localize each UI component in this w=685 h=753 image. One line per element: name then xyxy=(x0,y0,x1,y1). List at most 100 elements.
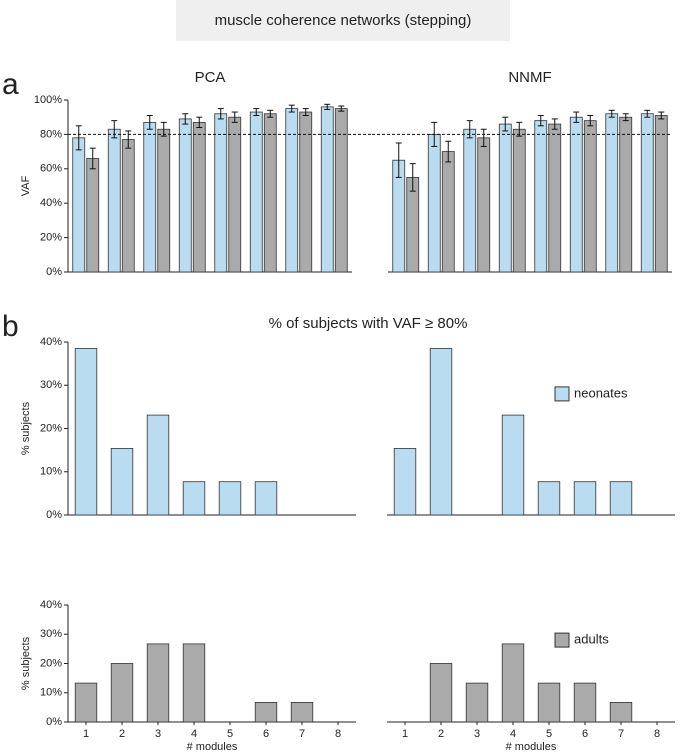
bar xyxy=(654,115,668,273)
y-tick-label: 40% xyxy=(40,336,62,348)
header: muscle coherence networks (stepping) xyxy=(215,12,472,29)
bar xyxy=(182,481,206,516)
bar xyxy=(143,121,157,273)
bar xyxy=(107,128,121,273)
bar xyxy=(441,151,455,273)
x-tick-label: 5 xyxy=(546,728,552,740)
bar xyxy=(146,643,170,723)
x-tick-label: 4 xyxy=(510,728,516,740)
bar xyxy=(110,447,134,516)
bar xyxy=(72,137,86,273)
bar xyxy=(501,643,525,723)
x-tick-label: 6 xyxy=(263,728,269,740)
bar xyxy=(74,682,98,723)
bar xyxy=(477,137,491,273)
bar xyxy=(121,139,135,273)
bar xyxy=(605,113,619,273)
bar xyxy=(573,682,597,723)
x-tick-label: 1 xyxy=(402,728,408,740)
legend-swatch xyxy=(554,632,570,648)
bar xyxy=(501,414,525,516)
bar xyxy=(609,702,633,723)
bar xyxy=(86,158,100,273)
bar xyxy=(429,348,453,516)
bar xyxy=(254,702,278,723)
bar xyxy=(110,663,134,723)
x-tick-label: 1 xyxy=(83,728,89,740)
bar xyxy=(393,447,417,516)
x-tick-label: 3 xyxy=(155,728,161,740)
y-tick-label: 10% xyxy=(40,687,62,699)
header-box xyxy=(176,0,510,41)
y-tick-label: 0% xyxy=(46,266,62,278)
y-axis-label: % subjects xyxy=(20,636,32,690)
y-tick-label: 40% xyxy=(40,197,62,209)
y-tick-label: 20% xyxy=(40,422,62,434)
x-tick-label: 2 xyxy=(438,728,444,740)
y-tick-label: 30% xyxy=(40,628,62,640)
x-tick-label: 4 xyxy=(191,728,197,740)
bar xyxy=(299,111,313,273)
legend-label: adults xyxy=(574,632,609,647)
y-tick-label: 80% xyxy=(40,128,62,140)
y-tick-label: 100% xyxy=(34,94,62,106)
bar xyxy=(320,106,334,273)
y-tick-label: 20% xyxy=(40,657,62,669)
bar xyxy=(214,113,228,273)
bar xyxy=(498,123,512,273)
bar xyxy=(334,108,348,273)
bar xyxy=(512,128,526,273)
x-tick-label: 7 xyxy=(618,728,624,740)
bar xyxy=(427,133,441,273)
y-tick-label: 20% xyxy=(40,232,62,244)
bar xyxy=(534,120,548,273)
chart-title: NNMF xyxy=(508,69,551,86)
bar xyxy=(249,111,263,273)
y-axis-label: % subjects xyxy=(20,401,32,455)
x-tick-label: 2 xyxy=(119,728,125,740)
bar xyxy=(228,116,242,273)
bar xyxy=(192,121,206,273)
bar xyxy=(463,128,477,273)
panel-label: b xyxy=(2,310,19,343)
legend-label: neonates xyxy=(574,385,628,400)
x-tick-label: 3 xyxy=(474,728,480,740)
bar xyxy=(263,113,277,273)
bar xyxy=(619,116,633,273)
bar xyxy=(583,120,597,273)
y-tick-label: 40% xyxy=(40,599,62,611)
bar xyxy=(146,414,170,516)
x-axis-label: # modules xyxy=(187,741,238,753)
bar xyxy=(569,116,583,273)
x-tick-label: 8 xyxy=(335,728,341,740)
bar xyxy=(218,481,242,516)
bar xyxy=(537,682,561,723)
bar xyxy=(157,128,171,273)
y-tick-label: 0% xyxy=(46,509,62,521)
bar xyxy=(548,123,562,273)
bar xyxy=(182,643,206,723)
bar xyxy=(178,118,192,273)
panel-label: a xyxy=(2,68,19,101)
chart-title: PCA xyxy=(195,69,226,86)
bar xyxy=(465,682,489,723)
x-tick-label: 8 xyxy=(654,728,660,740)
y-tick-label: 0% xyxy=(46,716,62,728)
y-tick-label: 30% xyxy=(40,379,62,391)
x-axis-label: # modules xyxy=(506,741,557,753)
bar xyxy=(609,481,633,516)
bar xyxy=(429,663,453,723)
bar xyxy=(537,481,561,516)
y-tick-label: 10% xyxy=(40,466,62,478)
bar xyxy=(74,348,98,516)
bar xyxy=(640,113,654,273)
x-tick-label: 6 xyxy=(582,728,588,740)
panel-title: % of subjects with VAF ≥ 80% xyxy=(269,315,468,332)
bar xyxy=(290,702,314,723)
bar xyxy=(254,481,278,516)
bar xyxy=(573,481,597,516)
x-tick-label: 5 xyxy=(227,728,233,740)
x-tick-label: 7 xyxy=(299,728,305,740)
y-tick-label: 60% xyxy=(40,163,62,175)
